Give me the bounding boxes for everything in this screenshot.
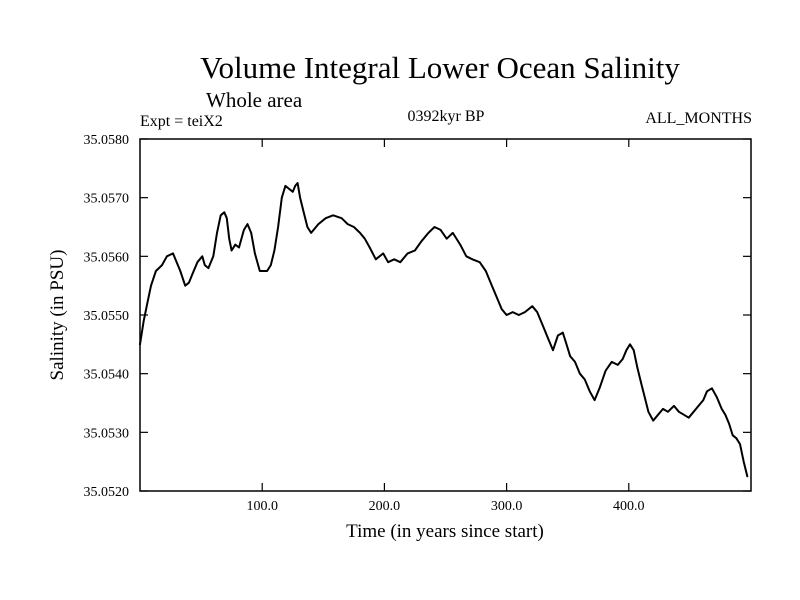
y-tick-label: 35.0540 [84,368,130,383]
period-label: 0392kyr BP [407,108,485,125]
x-tick-label: 400.0 [613,499,645,514]
x-axis-ticks: 100.0 200.0 300.0 400.0 [246,139,645,514]
y-tick-label: 35.0550 [84,309,130,324]
experiment-label: Expt = teiX2 [140,113,223,130]
x-tick-label: 300.0 [491,499,523,514]
x-tick-label: 200.0 [369,499,401,514]
chart-title: Volume Integral Lower Ocean Salinity [200,50,680,85]
y-tick-label: 35.0580 [84,133,130,148]
x-tick-label: 100.0 [246,499,278,514]
y-tick-label: 35.0560 [84,250,130,265]
y-tick-label: 35.0530 [84,426,130,441]
months-label: ALL_MONTHS [645,110,752,127]
plot-frame [139,138,752,492]
y-tick-label: 35.0570 [84,192,130,207]
salinity-series-line [139,182,749,478]
y-axis-ticks: 35.0520 35.0530 35.0540 35.0550 35.0560 35.05… [84,133,751,500]
y-axis-label: Salinity (in PSU) [47,250,68,381]
chart-subtitle: Whole area [206,88,303,112]
y-tick-label: 35.0520 [84,485,130,500]
x-axis-label: Time (in years since start) [346,521,544,542]
